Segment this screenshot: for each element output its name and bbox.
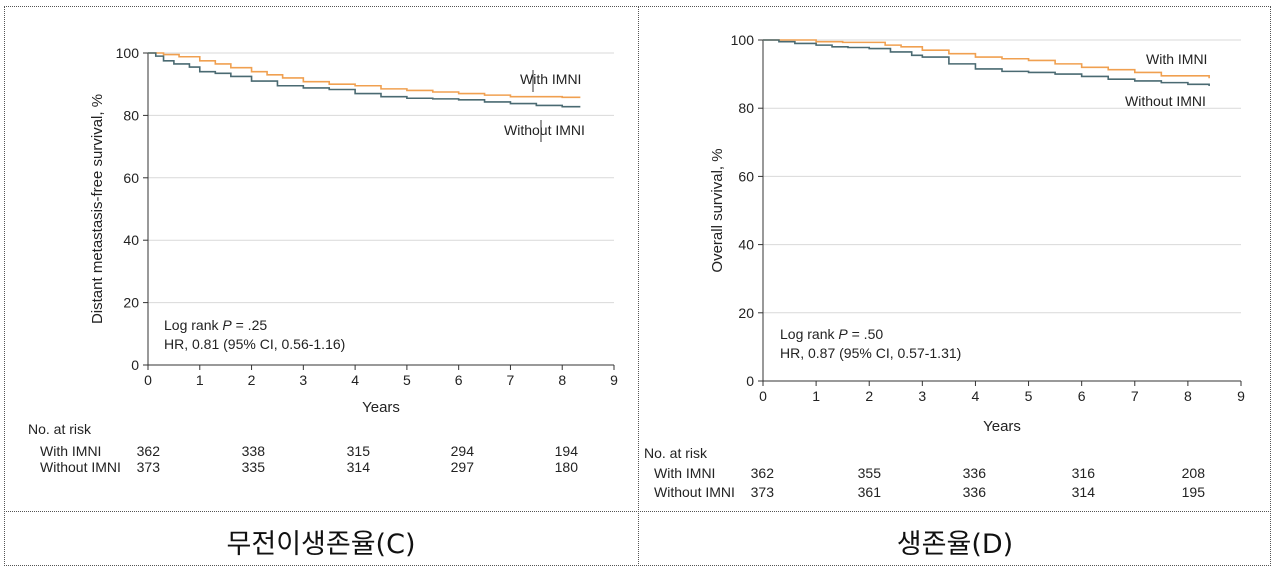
series-line-without-imni: [763, 39, 1210, 87]
risk-value: 208: [1181, 465, 1205, 481]
risk-row-label: Without IMNI: [654, 484, 735, 500]
y-tick-label: 0: [131, 357, 139, 373]
risk-value: 373: [750, 484, 774, 500]
x-tick-label: 3: [299, 372, 307, 388]
risk-value: 314: [346, 459, 370, 475]
risk-value: 362: [136, 443, 160, 459]
risk-value: 297: [450, 459, 474, 475]
risk-table-d: No. at risk With IMNI Without IMNI 362 3…: [644, 445, 1244, 505]
series-label-with-imni: With IMNI: [1146, 51, 1207, 67]
x-tick-label: 6: [455, 372, 463, 388]
risk-value: 373: [136, 459, 160, 475]
log-rank-annotation: Log rank P = .50: [780, 326, 883, 342]
x-tick-label: 2: [865, 388, 873, 404]
y-axis-label: Overall survival, %: [709, 148, 726, 272]
risk-row-label: With IMNI: [40, 443, 102, 459]
y-tick-label: 40: [738, 237, 754, 253]
risk-value: 315: [346, 443, 370, 459]
x-tick-label: 1: [812, 388, 820, 404]
risk-value: 314: [1071, 484, 1095, 500]
panel-divider: [638, 6, 639, 566]
risk-value: 336: [962, 465, 986, 481]
y-tick-label: 20: [123, 295, 139, 311]
series-line-with-imni: [148, 52, 581, 99]
x-tick-label: 1: [196, 372, 204, 388]
y-axis-label: Distant metastasis-free survival, %: [89, 94, 106, 324]
risk-row-label: Without IMNI: [40, 459, 121, 475]
risk-value: 335: [241, 459, 265, 475]
caption-divider: [4, 511, 1271, 512]
x-tick-label: 7: [507, 372, 515, 388]
x-tick-label: 4: [972, 388, 980, 404]
y-tick-label: 100: [116, 45, 140, 61]
chart-panel-c: 0 20 40 60 80 100 0 1 2 3 4 5 6 7 8 9 Years Distant metas…: [89, 45, 618, 416]
hazard-ratio-annotation: HR, 0.87 (95% CI, 0.57-1.31): [780, 345, 961, 361]
x-tick-label: 8: [558, 372, 566, 388]
risk-value: 355: [857, 465, 881, 481]
risk-value: 294: [450, 443, 474, 459]
y-tick-label: 20: [738, 305, 754, 321]
series-line-with-imni: [763, 39, 1210, 79]
risk-value: 336: [962, 484, 986, 500]
y-tick-label: 0: [746, 373, 754, 389]
chart-panel-d: 0 20 40 60 80 100 0 1 2 3 4 5 6 7 8 9 Years Overall survi…: [709, 32, 1245, 435]
y-tick-label: 80: [738, 100, 754, 116]
series-label-without-imni: Without IMNI: [504, 122, 585, 138]
risk-value: 362: [750, 465, 774, 481]
risk-value: 338: [241, 443, 265, 459]
risk-table-title: No. at risk: [28, 421, 92, 437]
x-tick-label: 4: [351, 372, 359, 388]
risk-value: 361: [857, 484, 881, 500]
series-label-with-imni: With IMNI: [520, 71, 581, 87]
log-rank-annotation: Log rank P = .25: [164, 317, 267, 333]
hazard-ratio-annotation: HR, 0.81 (95% CI, 0.56-1.16): [164, 336, 345, 352]
x-axis-label: Years: [362, 399, 400, 416]
risk-row-label: With IMNI: [654, 465, 716, 481]
panel-caption-d: 생존율(D): [896, 529, 1014, 560]
x-tick-label: 0: [759, 388, 767, 404]
x-axis-label: Years: [983, 418, 1021, 435]
x-tick-label: 5: [1025, 388, 1033, 404]
risk-value: 195: [1181, 484, 1205, 500]
figure-frame: [4, 6, 1271, 566]
y-tick-label: 80: [123, 107, 139, 123]
panel-caption-c: 무전이생존율(C): [226, 529, 416, 560]
y-tick-label: 100: [731, 32, 755, 48]
series-line-without-imni: [148, 52, 581, 108]
risk-value: 180: [554, 459, 578, 475]
risk-value: 194: [554, 443, 578, 459]
y-tick-label: 60: [738, 168, 754, 184]
x-tick-label: 9: [610, 372, 618, 388]
y-tick-label: 60: [123, 170, 139, 186]
x-tick-label: 7: [1131, 388, 1139, 404]
x-tick-label: 3: [918, 388, 926, 404]
x-tick-label: 0: [144, 372, 152, 388]
series-label-without-imni: Without IMNI: [1125, 93, 1206, 109]
risk-value: 316: [1071, 465, 1095, 481]
x-tick-label: 2: [248, 372, 256, 388]
x-tick-label: 9: [1237, 388, 1245, 404]
y-tick-label: 40: [123, 232, 139, 248]
x-tick-label: 8: [1184, 388, 1192, 404]
x-tick-label: 6: [1078, 388, 1086, 404]
x-tick-label: 5: [403, 372, 411, 388]
risk-table-c: No. at risk With IMNI Without IMNI 362 3…: [28, 421, 628, 481]
risk-table-title: No. at risk: [644, 445, 708, 461]
